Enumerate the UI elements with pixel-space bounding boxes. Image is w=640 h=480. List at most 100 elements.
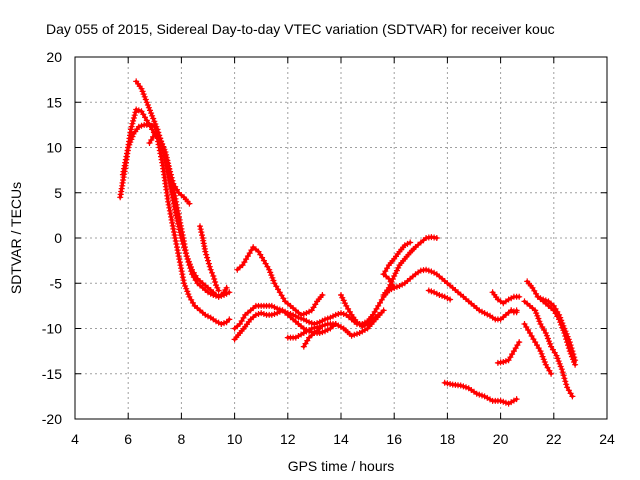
data-point <box>447 296 454 303</box>
data-point <box>571 354 578 361</box>
data-point <box>184 288 191 295</box>
x-tick-label: 24 <box>599 431 615 447</box>
data-point <box>572 357 579 364</box>
ticks: 4 6 8 10 12 14 16 18 20 22 24 20 15 10 5 0 -5 -10 -15 -20 <box>42 49 615 447</box>
data-point <box>556 311 563 318</box>
data-point <box>502 358 509 365</box>
data-point <box>295 314 302 321</box>
data-point <box>566 339 573 346</box>
y-tick-label: -5 <box>50 275 63 291</box>
data-point <box>322 316 328 323</box>
data-point <box>122 159 129 166</box>
y-tick-label: 15 <box>46 94 62 110</box>
data-point <box>516 339 523 346</box>
chart-title: Day 055 of 2015, Sidereal Day-to-day VTE… <box>46 21 555 37</box>
data-point <box>377 299 383 306</box>
data-point <box>187 265 194 272</box>
data-point <box>565 336 572 343</box>
data-point <box>361 322 368 329</box>
data-point <box>128 136 135 143</box>
data-point <box>188 268 195 275</box>
data-point <box>271 311 278 317</box>
x-tick-label: 14 <box>333 431 349 447</box>
data-point <box>155 129 162 136</box>
data-point <box>569 393 576 400</box>
data-point <box>164 157 171 164</box>
data-point <box>186 200 193 207</box>
data-point <box>153 123 160 130</box>
data-point <box>558 317 565 324</box>
data-point <box>159 140 166 147</box>
data-point <box>149 112 156 119</box>
series-track-14 <box>380 239 414 278</box>
data-point <box>215 293 222 300</box>
data-point <box>183 253 190 260</box>
data-point <box>166 166 173 172</box>
data-point <box>143 99 150 106</box>
data-point <box>183 285 190 292</box>
data-point <box>559 369 566 376</box>
series-track-22 <box>524 278 579 368</box>
data-point <box>126 141 133 148</box>
data-point <box>384 265 391 272</box>
x-tick-label: 6 <box>124 431 132 447</box>
data-point <box>565 387 572 394</box>
data-point <box>562 328 569 335</box>
data-point <box>151 118 158 125</box>
data-point <box>502 399 509 406</box>
data-point <box>129 133 136 140</box>
series-track-17 <box>494 339 523 366</box>
data-point <box>338 292 344 298</box>
data-point <box>211 276 218 282</box>
data-point <box>209 269 215 276</box>
data-point <box>541 359 548 365</box>
data-point <box>215 287 222 294</box>
data-point <box>149 122 156 129</box>
series-line <box>522 322 553 376</box>
data-point <box>548 370 555 377</box>
data-point <box>184 256 191 263</box>
data-point <box>188 296 195 303</box>
data-point <box>562 378 569 385</box>
series-track-4 <box>146 130 233 300</box>
data-point <box>338 310 344 317</box>
data-point <box>214 284 221 291</box>
data-point <box>543 332 550 339</box>
data-point <box>199 232 205 239</box>
data-point <box>127 139 134 146</box>
data-point <box>428 288 435 295</box>
series-track-19 <box>508 307 520 316</box>
data-point <box>534 312 541 319</box>
series-line <box>235 245 324 317</box>
data-point <box>557 314 564 321</box>
data-point <box>148 110 155 117</box>
data-point <box>192 277 199 284</box>
series-track-1 <box>117 106 233 327</box>
data-point <box>160 143 167 150</box>
data-point <box>142 114 148 121</box>
data-point <box>391 284 398 291</box>
data-point <box>218 321 225 327</box>
data-point <box>324 315 331 322</box>
x-tick-label: 22 <box>546 431 562 447</box>
data-point <box>544 335 551 342</box>
data-point <box>132 109 139 116</box>
x-tick-label: 16 <box>386 431 402 447</box>
x-tick-label: 10 <box>227 431 243 447</box>
data-point <box>542 330 549 336</box>
data-point <box>163 151 170 158</box>
data-point <box>130 115 137 121</box>
x-tick-label: 12 <box>280 431 296 447</box>
data-point <box>255 311 262 317</box>
data-point <box>298 315 305 322</box>
y-tick-label: 0 <box>54 230 62 246</box>
data-point <box>303 310 310 317</box>
data-point <box>238 318 245 324</box>
data-point <box>206 263 213 270</box>
series-track-6 <box>234 244 326 318</box>
data-point <box>570 351 577 358</box>
data-point <box>181 280 188 287</box>
data-point <box>213 282 219 289</box>
data-point <box>226 316 233 323</box>
data-point <box>319 292 326 298</box>
